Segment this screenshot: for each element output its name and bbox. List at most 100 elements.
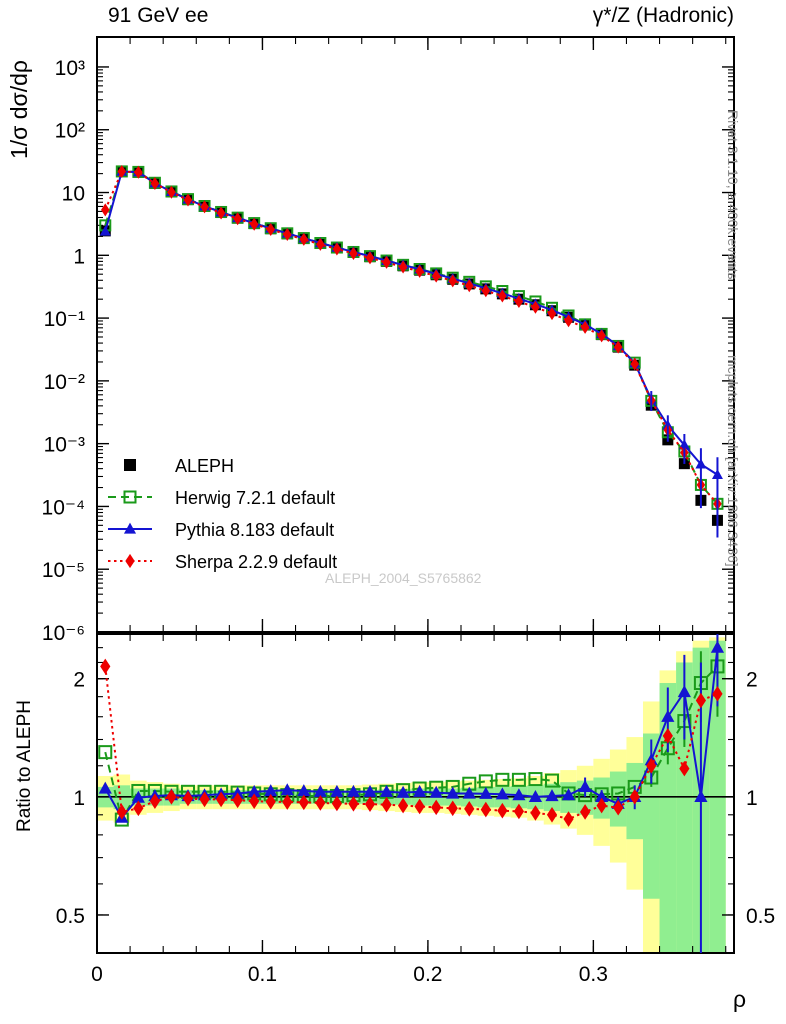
ratio-data-point [282,794,293,810]
ratio-data-point [677,685,691,698]
ratio-data-point [413,784,427,797]
data-point [547,307,557,321]
ratio-data-point [694,789,708,802]
ratio-data-point [149,793,161,809]
x-tick-label: 0.3 [579,963,608,986]
ratio-data-point [596,797,607,814]
ratio-data-point [563,811,574,827]
ratio-data-point [247,784,261,797]
data-point [382,255,391,269]
axis-ticks [96,37,734,953]
y-tick-label-main: 10⁻² [44,371,85,394]
data-point [249,217,259,231]
data-point [365,251,375,265]
data-point [266,222,275,236]
ratio-data-point [131,790,145,803]
data-point [283,228,292,242]
ratio-data-point [578,780,592,793]
y-tick-label-main: 10⁻⁵ [42,559,85,582]
ratio-data-point [297,784,311,797]
ratio-data-point [646,757,657,774]
legend-item[interactable]: Sherpa 2.2.9 default [108,552,337,572]
ratio-data-point [545,789,559,802]
ratio-data-point [265,793,276,810]
uncertainty-band-segment [643,733,660,899]
ratio-data-point [710,640,725,653]
data-point [150,177,160,191]
ratio-data-point [116,804,127,820]
ratio-data-point [298,794,309,811]
data-point [465,279,474,293]
ratio-data-point [712,686,723,702]
ratio-data-point [429,785,443,798]
legend-marker [125,553,135,569]
data-point [233,212,242,226]
data-point [167,185,176,199]
ratio-data-point [464,801,475,817]
ratio-data-point [511,772,526,787]
x-tick-label: 0.2 [413,963,442,986]
legend-item[interactable]: Herwig 7.2.1 default [108,488,335,508]
data-point [498,289,507,303]
y-tick-label-main: 10³ [55,57,85,80]
ratio-data-point [679,760,690,777]
ratio-data-point [313,784,327,797]
data-point [117,165,127,179]
ratio-data-point [462,786,476,799]
ratio-data-point [346,784,361,797]
ratio-data-point [100,658,111,675]
data-point [597,329,606,343]
ratio-data-point [98,745,113,760]
series-pythia [99,165,723,479]
ratio-data-point [396,785,410,798]
ratio-line [104,665,719,823]
data-point [481,284,491,298]
data-point [183,193,193,207]
ratio-series-sherpa [100,658,723,827]
ratio-data-point [495,772,510,787]
legend-marker [124,459,136,471]
ratio-data-point [579,804,591,820]
y-tick-label-main: 10⁻¹ [44,308,85,331]
legend-item[interactable]: ALEPH [124,456,234,476]
y-tick-label-ratio-left: 2 [73,669,85,692]
y-tick-label-main: 10⁻⁶ [42,622,85,645]
data-point [580,320,590,334]
data-point [316,237,325,251]
ratio-data-point [364,796,376,812]
ratio-data-point [447,800,458,817]
data-point [531,300,540,314]
legend-item[interactable]: Pythia 8.183 default [108,520,334,540]
data-point [99,225,111,236]
main-error-bars [650,391,719,538]
legend-marker [123,522,137,534]
legend-label: Pythia 8.183 default [175,520,334,540]
y-tick-label-ratio-right: 1 [746,787,758,810]
ratio-data-point [545,773,559,788]
ratio-panel-frame [96,633,735,954]
ratio-data-point [182,790,194,807]
main-panel-series [99,165,724,538]
data-point [613,340,623,354]
ratio-data-point [528,789,543,802]
ratio-data-point [232,792,243,809]
legend-label: Sherpa 2.2.9 default [175,552,337,572]
ratio-data-point [264,784,278,797]
y-tick-label-ratio-left: 0.5 [56,905,85,928]
ratio-data-point [431,799,442,816]
data-point [332,242,342,256]
legend-label: Herwig 7.2.1 default [175,488,335,508]
ratio-data-point [662,728,673,744]
ratio-data-point [215,791,227,808]
y-tick-label-ratio-right: 0.5 [746,905,775,928]
ratio-data-point [199,791,210,808]
data-point [448,274,457,288]
data-point [200,200,209,214]
ratio-data-point [331,795,343,812]
legend-label: ALEPH [175,456,234,476]
y-tick-label-main: 1 [73,245,85,268]
legend-marker [123,490,137,504]
